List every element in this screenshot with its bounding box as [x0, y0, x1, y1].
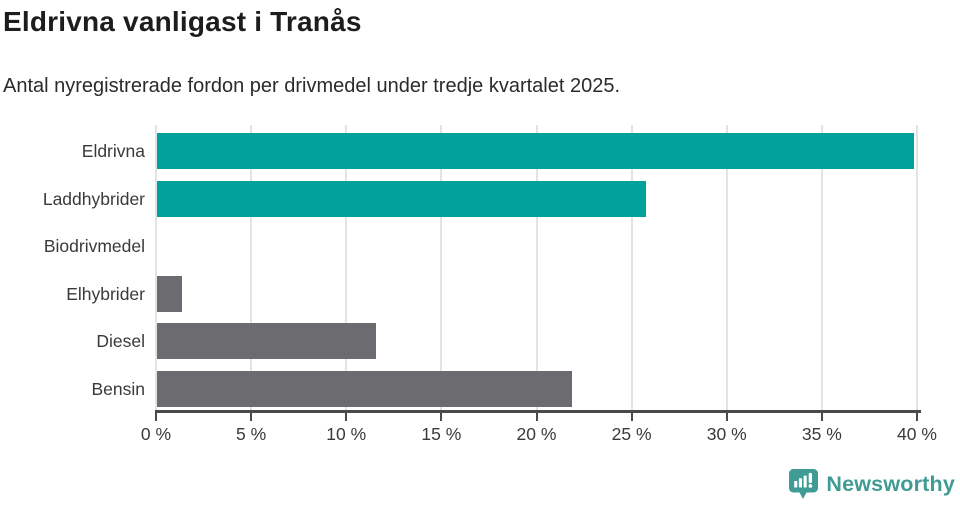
newsworthy-logo-text: Newsworthy: [826, 472, 955, 496]
x-axis-tick: [250, 413, 253, 421]
gridline: [820, 125, 823, 411]
x-axis-tick: [820, 413, 823, 421]
bar: [157, 133, 915, 169]
bar: [157, 323, 376, 360]
x-axis-line: [155, 410, 921, 413]
x-tick-label: 0 %: [140, 424, 172, 444]
x-axis-tick: [155, 413, 157, 421]
x-axis-tick: [630, 413, 633, 421]
x-tick-label: 35 %: [801, 424, 842, 444]
x-tick-label: 5 %: [236, 424, 267, 444]
x-tick-label: 20 %: [516, 424, 557, 444]
x-axis-tick: [916, 413, 918, 421]
category-label: Bensin: [91, 379, 145, 399]
x-tick-label: 40 %: [897, 424, 937, 444]
gridline: [916, 125, 918, 411]
bar: [157, 275, 182, 312]
newsworthy-logo[interactable]: Newsworthy: [788, 468, 955, 501]
x-tick-label: 10 %: [326, 424, 367, 444]
x-axis-tick: [725, 413, 728, 421]
x-axis-tick: [440, 413, 443, 421]
x-tick-label: 15 %: [421, 424, 462, 444]
category-label: Biodrivmedel: [43, 236, 145, 257]
gridline: [535, 125, 538, 411]
gridline: [630, 125, 633, 411]
x-axis-tick: [535, 413, 538, 421]
gridline: [345, 125, 348, 411]
bar: [157, 371, 572, 407]
category-label: Eldrivna: [81, 141, 145, 161]
chart-title: Eldrivna vanligast i Tranås: [3, 6, 362, 37]
newsworthy-chart-bubble-icon: [788, 468, 819, 501]
x-tick-label: 25 %: [611, 424, 652, 444]
gridline: [440, 125, 443, 411]
gridline: [250, 125, 253, 411]
category-label: Laddhybrider: [42, 188, 145, 209]
x-axis-tick: [345, 413, 348, 421]
gridline: [725, 125, 728, 411]
gridline: [155, 125, 157, 411]
x-tick-label: 30 %: [706, 424, 747, 444]
category-label: Elhybrider: [66, 283, 145, 304]
category-label: Diesel: [96, 331, 145, 352]
chart-subtitle: Antal nyregistrerade fordon per drivmede…: [3, 75, 621, 97]
bar: [157, 180, 646, 217]
